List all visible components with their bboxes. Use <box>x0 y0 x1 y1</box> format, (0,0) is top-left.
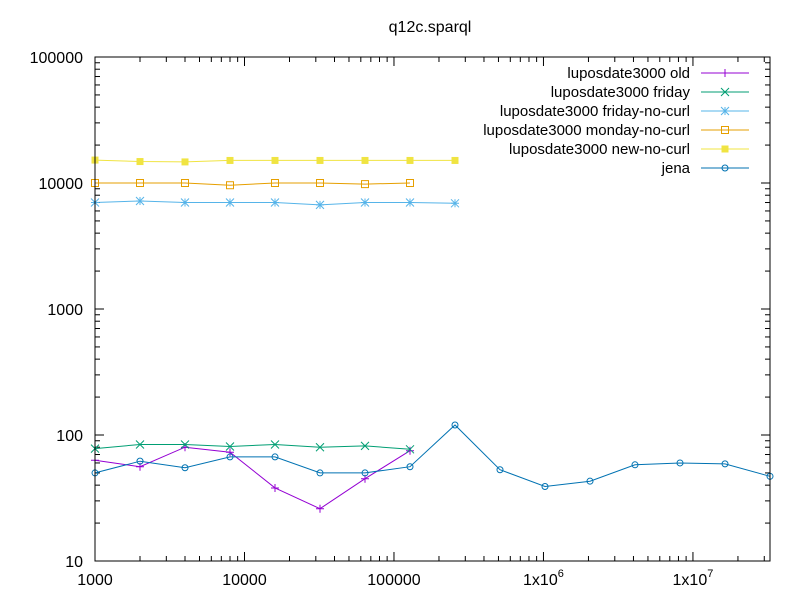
axis-ticks: 10 100 1000 10000 100000 1000 10000 100000 1x106… <box>30 50 770 589</box>
legend-label: luposdate3000 friday <box>551 84 691 101</box>
data-point <box>451 156 459 164</box>
legend-label: luposdate3000 old <box>567 65 690 82</box>
data-point <box>316 179 324 187</box>
series-line <box>94 446 411 510</box>
y-tick-label: 10 <box>65 554 83 571</box>
legend-marker <box>721 145 729 153</box>
data-point <box>405 198 415 207</box>
data-point <box>496 466 504 474</box>
data-point <box>271 483 279 492</box>
data-point <box>136 457 144 465</box>
data-point <box>676 459 684 467</box>
data-point <box>315 200 325 210</box>
data-point <box>586 477 594 485</box>
y-tick-label: 100000 <box>30 50 83 67</box>
data-point <box>271 179 279 187</box>
legend-marker <box>721 126 729 134</box>
data-point <box>316 156 324 164</box>
data-point <box>451 421 459 429</box>
data-point <box>225 442 235 451</box>
x-tick-label: 1x106 <box>523 568 564 589</box>
legend-marker <box>721 164 729 172</box>
data-point <box>361 469 369 477</box>
x-tick-label: 1x107 <box>673 568 714 589</box>
data-point <box>406 179 414 187</box>
data-point <box>271 156 279 164</box>
data-point <box>226 156 234 164</box>
data-point <box>316 504 324 513</box>
data-point <box>180 440 190 449</box>
x-tick-label: 10000 <box>222 572 267 589</box>
plot-area <box>90 156 774 513</box>
y-tick-label: 100 <box>56 428 83 445</box>
data-point <box>135 196 145 206</box>
plot-border <box>94 56 771 562</box>
legend-label: luposdate3000 friday-no-curl <box>500 103 690 120</box>
legend-label: luposdate3000 new-no-curl <box>509 141 690 158</box>
data-point <box>226 453 234 461</box>
data-point <box>361 156 369 164</box>
data-point <box>361 180 369 189</box>
data-point <box>541 483 549 491</box>
legend-marker <box>720 106 730 116</box>
data-point <box>226 181 234 190</box>
data-point <box>315 442 325 452</box>
legend: luposdate3000 old luposdate3000 friday lup… <box>483 65 749 177</box>
data-point <box>360 441 370 451</box>
data-point <box>316 469 324 477</box>
data-point <box>450 198 460 208</box>
data-point <box>181 158 189 166</box>
data-point <box>271 453 279 461</box>
data-point <box>360 198 370 207</box>
data-point <box>181 179 189 187</box>
data-point <box>406 446 414 455</box>
series-line <box>95 182 411 186</box>
legend-label: luposdate3000 monday-no-curl <box>483 122 690 139</box>
legend-label: jena <box>661 160 691 177</box>
series-1 <box>90 440 415 454</box>
series-line <box>94 443 411 450</box>
data-point <box>136 158 144 166</box>
data-point <box>406 156 414 164</box>
data-point <box>270 440 280 449</box>
data-point <box>180 198 190 207</box>
x-tick-label: 1000 <box>77 572 113 589</box>
legend-marker <box>721 69 729 77</box>
data-point <box>226 448 234 457</box>
y-tick-label: 1000 <box>47 302 83 319</box>
series-line <box>94 424 771 488</box>
chart-title: q12c.sparql <box>389 19 472 36</box>
y-tick-label: 10000 <box>39 176 84 193</box>
data-point <box>136 179 144 187</box>
data-point <box>270 198 280 207</box>
data-point <box>631 461 639 469</box>
data-point <box>406 463 414 471</box>
data-point <box>721 460 729 468</box>
x-tick-label: 100000 <box>367 572 420 589</box>
legend-marker <box>720 87 730 97</box>
data-point <box>405 444 415 454</box>
data-point <box>135 440 145 449</box>
data-point <box>225 198 235 207</box>
data-point <box>181 464 189 472</box>
